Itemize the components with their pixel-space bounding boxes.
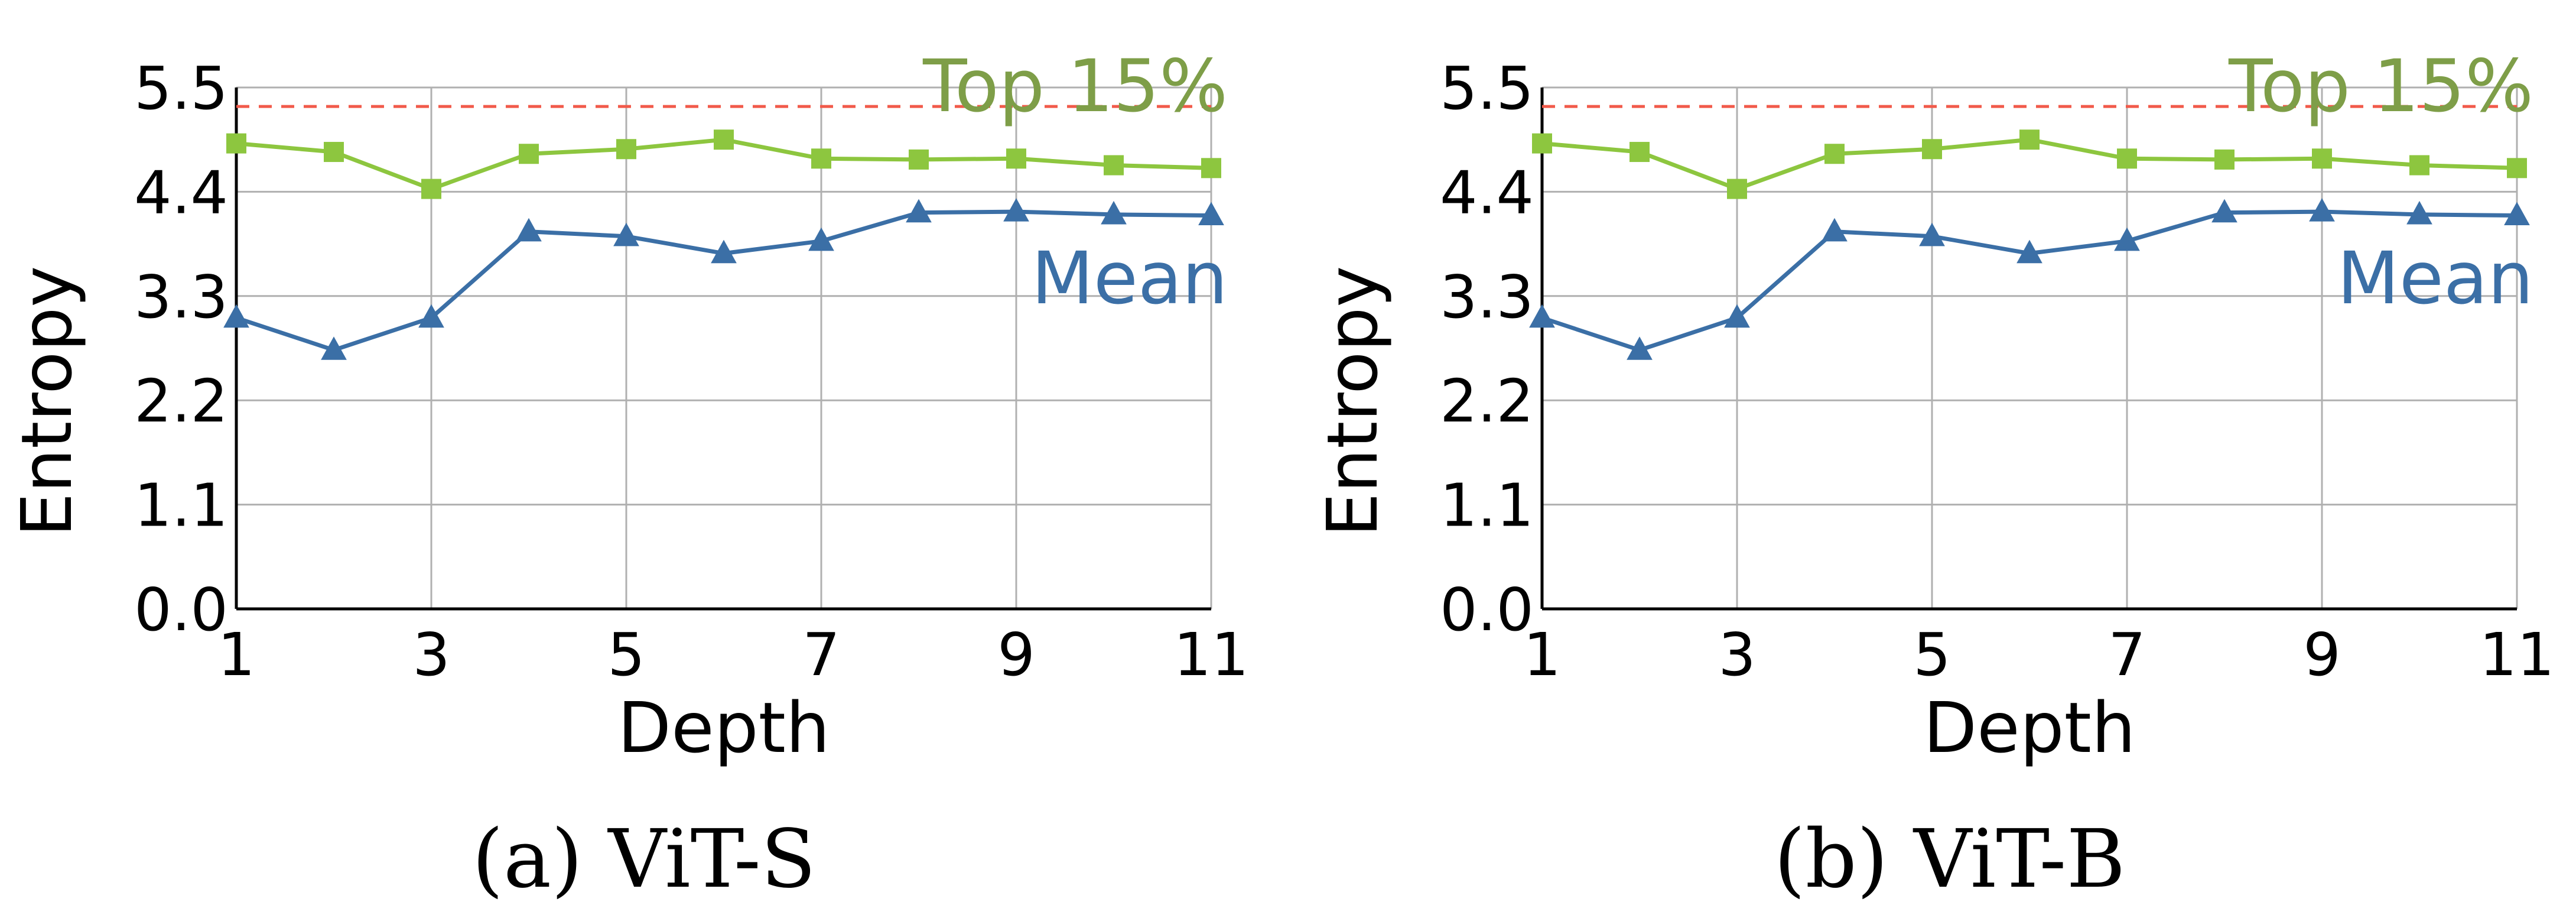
- data-point-mean: [2016, 239, 2042, 264]
- data-point-top-15: [2507, 158, 2527, 179]
- data-point-mean: [1529, 304, 1555, 328]
- data-point-mean: [808, 227, 834, 251]
- x-tick-label: 7: [802, 620, 840, 689]
- data-point-mean: [613, 222, 639, 247]
- x-tick-label: 11: [1173, 620, 1248, 689]
- y-tick-label: 1.1: [134, 471, 228, 540]
- y-axis-title: Entropy: [1312, 266, 1393, 537]
- data-point-top-15: [1629, 142, 1650, 163]
- y-tick-label: 2.2: [1440, 367, 1534, 436]
- series-label-mean: Mean: [1032, 236, 1228, 320]
- data-point-top-15: [2019, 129, 2040, 150]
- data-point-top-15: [324, 142, 344, 163]
- data-point-top-15: [2117, 148, 2137, 169]
- data-point-top-15: [519, 144, 539, 164]
- data-point-top-15: [2214, 149, 2235, 170]
- chart-caption: (a) ViT-S: [472, 813, 816, 906]
- data-point-top-15: [421, 179, 441, 199]
- data-point-top-15: [2409, 155, 2429, 176]
- data-point-mean: [1198, 202, 1224, 226]
- data-point-top-15: [1727, 179, 1747, 199]
- y-tick-label: 4.4: [134, 158, 228, 227]
- y-tick-label: 4.4: [1440, 158, 1534, 227]
- series-label-top-15: Top 15%: [2228, 44, 2533, 128]
- y-tick-label: 5.5: [1440, 54, 1534, 123]
- y-tick-label: 5.5: [134, 54, 228, 123]
- data-point-mean: [1627, 336, 1653, 360]
- y-tick-label: 3.3: [1440, 262, 1534, 332]
- data-point-mean: [321, 336, 347, 360]
- data-point-mean: [2114, 227, 2140, 251]
- x-axis-title: Depth: [617, 687, 830, 768]
- data-point-mean: [418, 304, 444, 328]
- data-point-mean: [1822, 218, 1848, 242]
- y-tick-label: 0.0: [134, 575, 228, 644]
- data-point-mean: [1003, 198, 1029, 222]
- x-tick-label: 11: [2479, 620, 2554, 689]
- x-tick-label: 1: [217, 620, 255, 689]
- data-point-mean: [1724, 304, 1750, 328]
- x-tick-label: 3: [1718, 620, 1756, 689]
- chart-caption: (b) ViT-B: [1774, 813, 2126, 906]
- data-point-mean: [1919, 222, 1945, 247]
- data-point-mean: [711, 239, 737, 264]
- data-point-mean: [2504, 202, 2530, 226]
- series-label-top-15: Top 15%: [922, 44, 1228, 128]
- y-tick-label: 0.0: [1440, 575, 1534, 644]
- y-tick-label: 3.3: [134, 262, 228, 332]
- x-tick-label: 5: [1913, 620, 1951, 689]
- data-point-mean: [516, 218, 542, 242]
- data-point-top-15: [811, 148, 831, 169]
- x-tick-label: 7: [2108, 620, 2146, 689]
- data-point-top-15: [714, 129, 734, 150]
- x-tick-label: 3: [412, 620, 450, 689]
- data-point-mean: [1101, 200, 1127, 225]
- y-tick-label: 1.1: [1440, 471, 1534, 540]
- x-tick-label: 5: [607, 620, 645, 689]
- data-point-top-15: [1201, 158, 1221, 179]
- data-point-mean: [2406, 200, 2432, 225]
- data-point-top-15: [1532, 133, 1552, 154]
- data-point-top-15: [909, 149, 929, 170]
- data-point-top-15: [1922, 139, 1942, 160]
- y-axis-title: Entropy: [6, 266, 87, 537]
- x-tick-label: 9: [2303, 620, 2341, 689]
- chart-panel-vit-s: 0.0 1.1 2.2 3.3 4.4 5.5 1 3 5 7 9 11 Depth Entropy Top…: [6, 44, 1249, 906]
- y-tick-label: 2.2: [134, 367, 228, 436]
- data-point-mean: [2211, 199, 2237, 223]
- data-point-top-15: [2312, 148, 2332, 169]
- x-tick-label: 1: [1523, 620, 1561, 689]
- series-label-mean: Mean: [2337, 236, 2533, 320]
- x-tick-label: 9: [997, 620, 1035, 689]
- data-point-top-15: [226, 133, 246, 154]
- data-point-mean: [906, 199, 932, 223]
- data-point-mean: [2309, 198, 2335, 222]
- data-point-top-15: [616, 139, 636, 160]
- data-point-top-15: [1104, 155, 1124, 176]
- data-point-mean: [223, 304, 249, 328]
- data-point-top-15: [1824, 144, 1845, 164]
- data-point-top-15: [1006, 148, 1026, 169]
- chart-panel-vit-b: 0.0 1.1 2.2 3.3 4.4 5.5 1 3 5 7 9 11 Depth Entropy Top…: [1312, 44, 2555, 906]
- x-axis-title: Depth: [1923, 687, 2135, 768]
